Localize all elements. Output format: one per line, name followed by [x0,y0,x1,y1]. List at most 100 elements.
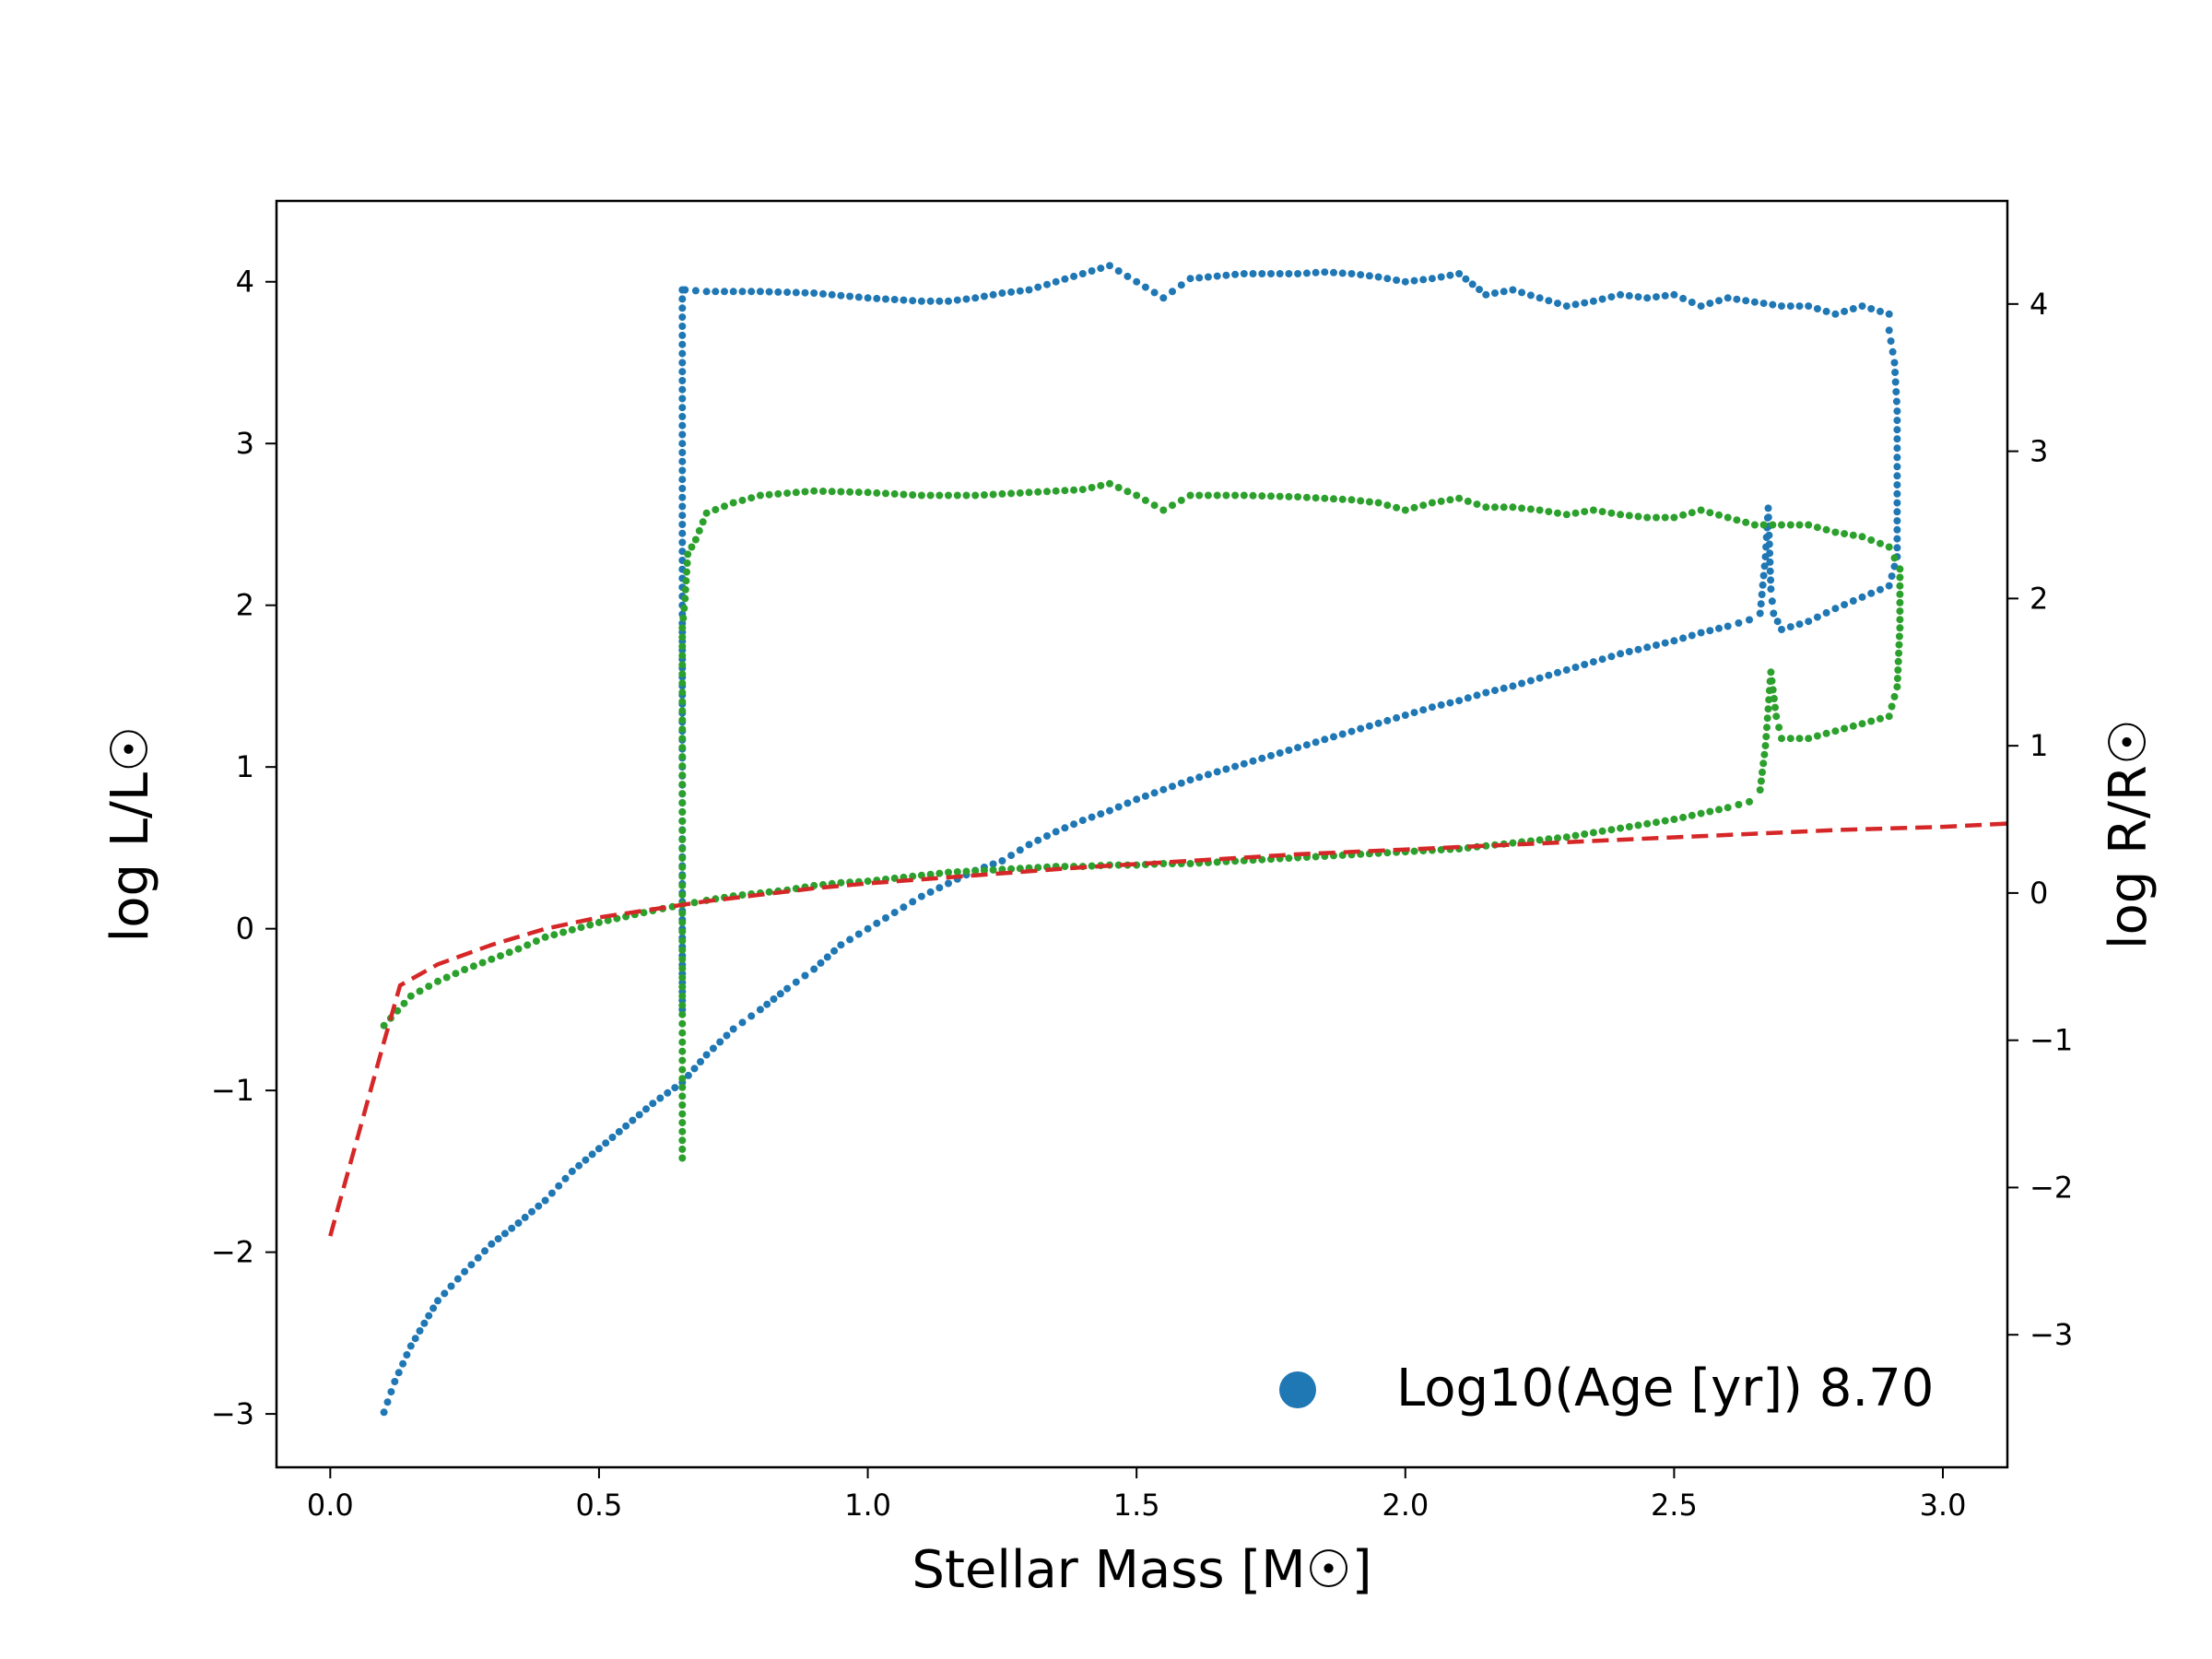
series-0-point [1768,597,1776,606]
series-0-point [488,1240,496,1248]
series-0-point [1097,810,1105,818]
series-1-point [1867,717,1876,725]
x-axis-label: Stellar Mass [M☉] [912,1540,1371,1600]
series-1-point [953,868,961,876]
series-0-point [1419,706,1428,714]
series-1-point [678,1065,687,1074]
series-1-point [846,488,854,496]
series-0-point [383,1398,392,1406]
series-0-point [678,529,687,537]
series-0-point [411,1335,419,1343]
series-1-point [1526,505,1535,513]
series-1-point [721,502,728,511]
series-0-point [1393,713,1401,722]
series-1-point [1034,488,1042,496]
legend-label: Log10(Age [yr]) 8.70 [1396,1359,1934,1418]
series-1-point [1670,513,1678,522]
series-0-point [500,1230,509,1238]
series-1-point [678,964,687,972]
series-0-point [678,547,687,556]
series-0-point [721,288,728,296]
plot-frame [275,199,2009,1469]
series-0-point [1276,749,1284,757]
series-1-point [1294,493,1302,501]
series-1-point [962,867,971,876]
series-0-point [1679,294,1688,302]
series-1-point [678,890,687,899]
series-1-point [1177,496,1185,504]
y-tick-label-left: 0 [236,912,254,947]
series-1-point [1365,498,1373,506]
series-1-point [989,865,997,874]
series-1-point [1822,729,1830,737]
x-ticks: 0.0 0.5 1.0 1.5 2.0 2.5 3.0 [307,1467,1966,1523]
series-1-point [684,550,692,559]
series-0-point [1410,709,1418,717]
series-0-point [1841,601,1849,609]
series-1-point [1312,494,1320,502]
series-1-point [1750,521,1759,529]
series-1-point [1617,824,1625,832]
series-1-point [568,925,576,934]
series-1-point [1759,759,1768,768]
series-1-point [1896,607,1904,616]
series-0-point [671,1084,679,1092]
series-1-point [678,661,687,669]
series-1-point [1428,499,1436,507]
series-1-point [1888,702,1896,711]
series-1-point [586,921,594,929]
series-1-point [1757,777,1765,785]
series-1-point [678,845,687,853]
series-1-point [1581,830,1589,838]
series-1-point [681,585,689,594]
series-0-point [1724,622,1732,630]
series-0-point [882,914,889,922]
series-0-point [1455,270,1464,277]
series-0-point [837,291,845,300]
series-0-point [1885,310,1893,318]
series-1-point [1670,816,1678,823]
series-1-point [678,688,687,697]
series-0-point [1706,300,1714,308]
series-1-point [1653,513,1660,522]
series-0-point [1841,307,1849,315]
series-1-point [469,962,477,971]
series-1-point [1679,511,1688,519]
series-1-point [783,489,792,498]
series-0-point [380,1408,388,1417]
series-0-point [864,924,872,933]
series-0-point [1786,302,1794,311]
series-0-point [1097,265,1105,273]
x-tick-label: 0.5 [575,1488,622,1523]
series-0-point [1607,293,1616,301]
series-0-point [1849,597,1857,605]
series-1-point [1746,797,1753,806]
series-1-point [1849,722,1857,730]
series-1-point [1186,860,1194,867]
series-1-point [1446,496,1454,504]
series-1-point [1896,598,1904,606]
series-1-point [712,506,720,513]
series-0-point [1070,272,1078,280]
series-1-point [1589,829,1597,837]
series-1-point [1222,491,1230,500]
series-0-point [1491,687,1499,695]
series-0-point [1571,300,1580,309]
series-1-point [1877,539,1884,547]
series-0-point [801,288,809,297]
series-1-point [1895,649,1903,657]
series-1-point [1581,508,1589,516]
series-0-point [926,888,935,896]
y-tick-label-left: −1 [211,1073,254,1108]
series-1-point [1831,528,1840,536]
series-0-point [1892,397,1900,406]
series-1-point [683,559,691,567]
series-0-point [1357,271,1365,279]
series-1-point [678,936,687,945]
y-axis-label-left: log L/L☉ [100,726,160,943]
series-1-point [1383,849,1392,857]
series-0-point [1617,290,1625,299]
series-1-point [505,948,513,957]
series-0-point [1670,637,1678,645]
